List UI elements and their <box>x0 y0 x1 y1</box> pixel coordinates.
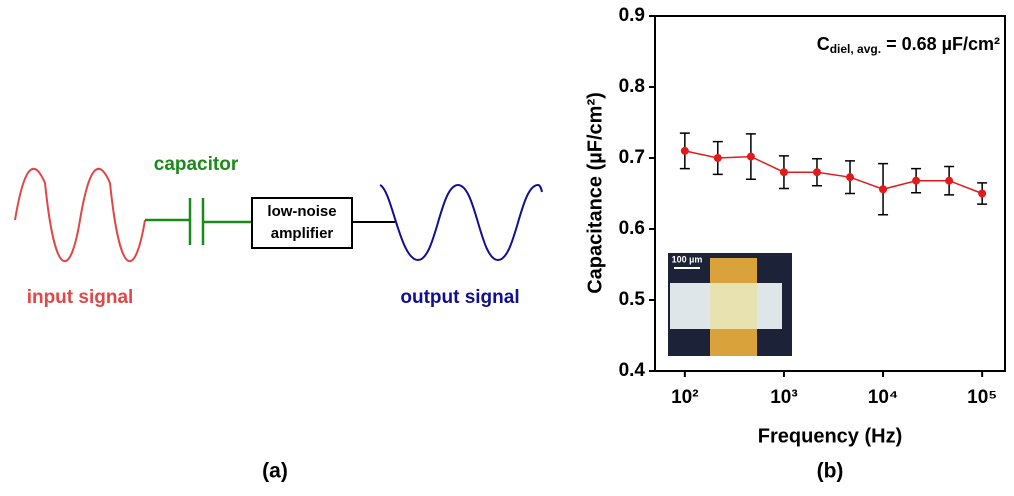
y-tick-label: 0.8 <box>619 76 645 97</box>
annotation-symbol: C <box>817 34 830 54</box>
y-tick-label: 0.9 <box>619 5 645 26</box>
y-axis-label: Capacitance (µF/cm²) <box>584 92 606 294</box>
x-tick-label: 10⁵ <box>967 387 997 408</box>
scale-label: 100 µm <box>672 254 703 264</box>
caption: (b) <box>817 460 844 483</box>
y-tick-label: 0.5 <box>619 289 646 310</box>
point <box>912 176 921 185</box>
output-wave <box>379 183 539 262</box>
y-tick-label: 0.7 <box>619 147 645 168</box>
point <box>812 168 821 177</box>
point <box>680 146 689 155</box>
point <box>978 189 987 198</box>
inset-overlap <box>710 283 757 329</box>
line <box>684 150 983 195</box>
x-axis-label: Frequency (Hz) <box>758 425 902 447</box>
output-label: output signal <box>400 287 519 308</box>
caption: (a) <box>262 460 288 483</box>
amplifier-label: amplifier <box>271 225 334 242</box>
x-tick-label: 10³ <box>770 387 797 408</box>
input-wave <box>14 167 146 263</box>
point <box>846 173 855 182</box>
amplifier-box <box>251 197 353 249</box>
plot-frame <box>654 15 1006 372</box>
x-tick-label: 10⁴ <box>868 387 899 408</box>
amplifier-label: low-noise <box>267 203 336 220</box>
annotation-text: = 0.68 µF/cm² <box>886 34 1000 54</box>
output-wave <box>537 184 543 193</box>
point <box>879 185 888 194</box>
point <box>779 168 788 177</box>
annotation: Cdiel, avg. = 0.68 µF/cm² <box>817 34 1000 56</box>
y-tick-label: 0.4 <box>619 360 646 381</box>
point <box>746 152 755 161</box>
y-tick-label: 0.6 <box>619 218 645 239</box>
annotation-subscript: diel, avg. <box>830 42 881 56</box>
point <box>713 154 722 162</box>
point <box>945 176 954 185</box>
input-label: input signal <box>27 287 134 308</box>
x-tick-label: 10² <box>671 387 698 408</box>
inset: 100 µm <box>668 253 792 356</box>
capacitor-label: capacitor <box>154 154 239 175</box>
